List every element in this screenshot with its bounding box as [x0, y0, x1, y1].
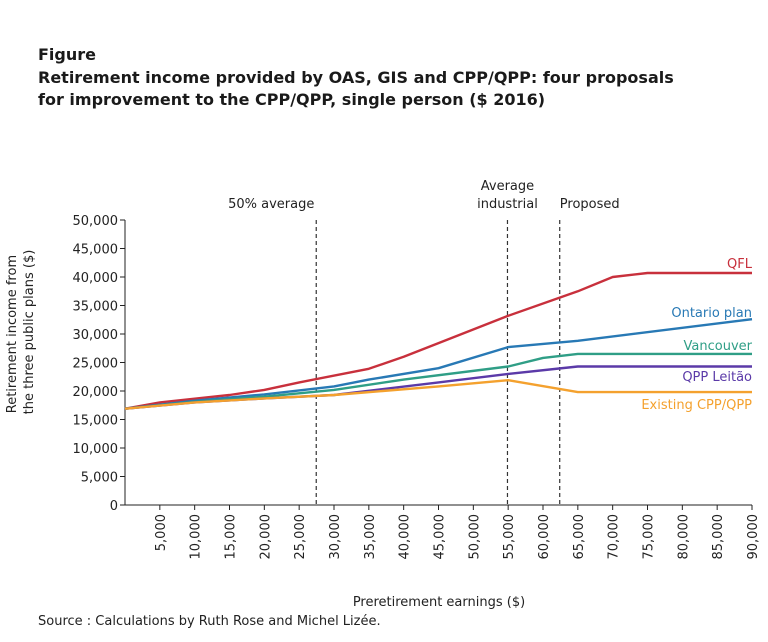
x-tick-label: 70,000 — [607, 514, 622, 560]
y-tick-label: 35,000 — [73, 300, 119, 315]
series-label: QFL — [727, 257, 753, 272]
chart-title-line-1: Retirement income provided by OAS, GIS a… — [38, 68, 674, 87]
y-tick-label: 20,000 — [73, 385, 119, 400]
x-tick-label: 85,000 — [711, 514, 726, 560]
x-tick-label: 50,000 — [467, 514, 482, 560]
chart-title-line-2: for improvement to the CPP/QPP, single p… — [38, 90, 546, 109]
y-axis-title: Retirement income from the three public … — [5, 250, 37, 415]
y-tick-label: 45,000 — [73, 243, 119, 258]
y-tick-label: 30,000 — [73, 328, 119, 343]
x-tick-label: 80,000 — [676, 514, 691, 560]
y-tick-label: 40,000 — [73, 271, 119, 286]
x-tick-label: 15,000 — [224, 514, 239, 560]
x-tick-label: 75,000 — [642, 514, 657, 560]
y-axis-title-line-2: the three public plans ($) — [22, 250, 37, 415]
x-tick-label: 45,000 — [433, 514, 448, 560]
x-tick-label: 25,000 — [293, 514, 308, 560]
reference-line-label: industrial — [477, 197, 538, 212]
x-tick-label: 10,000 — [189, 514, 204, 560]
x-tick-label: 5,000 — [154, 514, 169, 551]
series-label: Vancouver — [684, 339, 753, 354]
x-tick-label: 60,000 — [537, 514, 552, 560]
y-tick-label: 5,000 — [81, 471, 118, 486]
series-label: Ontario plan — [671, 306, 752, 321]
series-line — [124, 318, 753, 410]
y-tick-label: 15,000 — [73, 414, 119, 429]
source-note: Source : Calculations by Ruth Rose and M… — [38, 614, 381, 629]
series-labels: QFL Ontario plan Vancouver QPP Leitão Existi… — [641, 257, 752, 413]
x-tick-label: 55,000 — [502, 514, 517, 560]
chart-axes: 0 5,000 10,000 15,000 20,000 25,000 30,000 35,0… — [73, 214, 762, 560]
figure-label: Figure — [38, 45, 96, 64]
x-tick-label: 90,000 — [746, 514, 761, 560]
series-line — [124, 379, 752, 410]
reference-line-label: 50% average — [228, 197, 314, 212]
x-tick-label: 35,000 — [363, 514, 378, 560]
y-axis-title-line-1: Retirement income from — [5, 255, 20, 413]
x-tick-label: 65,000 — [572, 514, 587, 560]
x-tick-label: 40,000 — [398, 514, 413, 560]
reference-line-label: Proposed — [560, 197, 620, 212]
x-tick-label: 20,000 — [258, 514, 273, 560]
series-label: Existing CPP/QPP — [641, 398, 752, 413]
reference-line-label: Average — [481, 179, 534, 194]
y-tick-label: 50,000 — [73, 214, 119, 229]
y-tick-label: 25,000 — [73, 357, 119, 372]
chart-title: Retirement income provided by OAS, GIS a… — [38, 67, 674, 111]
series-lines — [124, 271, 753, 410]
x-axis-title: Preretirement earnings ($) — [353, 595, 525, 610]
y-tick-label: 10,000 — [73, 442, 119, 457]
y-tick-label: 0 — [110, 499, 118, 514]
reference-lines: 50% average Average industrial Proposed — [228, 179, 620, 505]
series-line — [124, 271, 752, 410]
series-label: QPP Leitão — [682, 370, 752, 385]
x-tick-label: 30,000 — [328, 514, 343, 560]
